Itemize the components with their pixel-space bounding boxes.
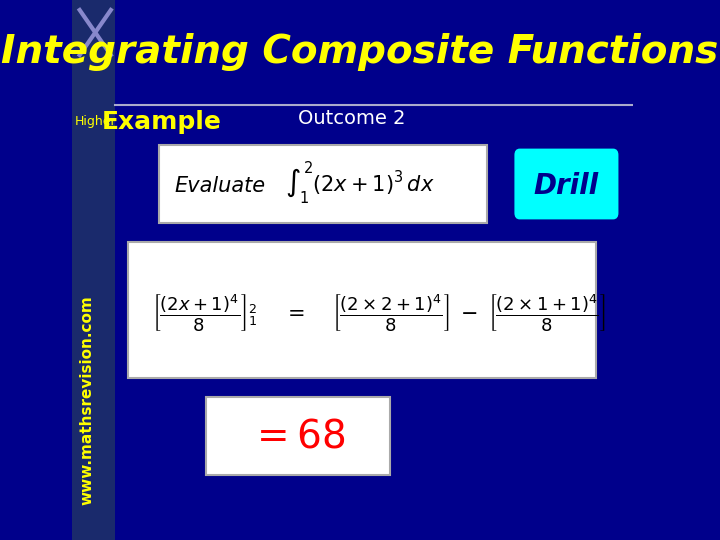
Text: Drill: Drill [534,172,599,200]
Text: Outcome 2: Outcome 2 [299,109,406,127]
FancyBboxPatch shape [128,242,596,378]
Text: www.mathsrevision.com: www.mathsrevision.com [80,295,95,505]
Text: $\int_{1}^{2}(2x+1)^{3}\,dx$: $\int_{1}^{2}(2x+1)^{3}\,dx$ [285,160,435,206]
Text: $\left[\dfrac{(2x+1)^{4}}{8}\right]_{1}^{2}$: $\left[\dfrac{(2x+1)^{4}}{8}\right]_{1}^… [152,292,257,333]
Text: Higher: Higher [74,116,116,129]
Text: $=$: $=$ [283,302,305,322]
Text: $\left[\dfrac{(2\times2+1)^{4}}{8}\right]$: $\left[\dfrac{(2\times2+1)^{4}}{8}\right… [333,292,450,333]
Text: $\left[\dfrac{(2\times1+1)^{4}}{8}\right]$: $\left[\dfrac{(2\times1+1)^{4}}{8}\right… [488,292,606,333]
FancyBboxPatch shape [159,145,487,223]
Text: Integrating Composite Functions: Integrating Composite Functions [1,33,719,71]
Text: Example: Example [102,110,221,134]
FancyBboxPatch shape [516,150,617,218]
FancyBboxPatch shape [206,397,390,475]
FancyBboxPatch shape [72,0,114,540]
Text: $-$: $-$ [461,302,477,322]
Text: Evaluate: Evaluate [174,176,266,196]
Text: $= 68$: $= 68$ [249,418,346,456]
